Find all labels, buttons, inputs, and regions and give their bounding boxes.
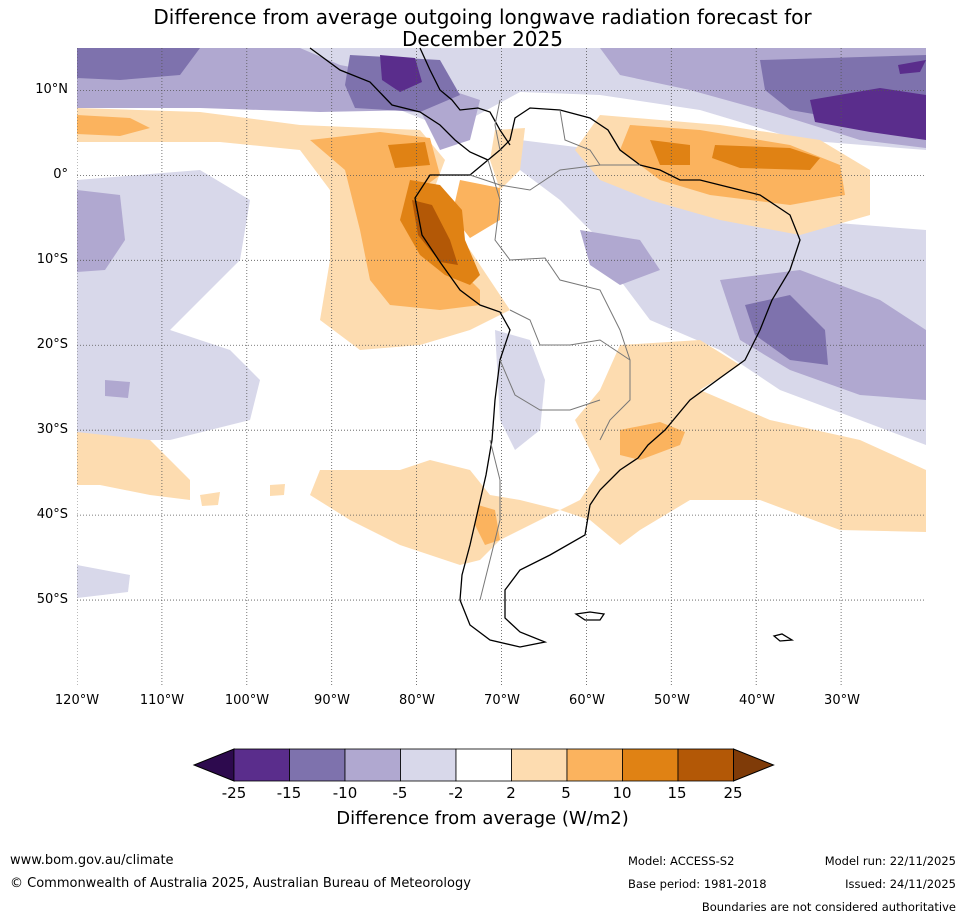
anomaly-region-mid-orange [452,180,500,238]
anomaly-region-deep-purple [810,88,926,140]
footer-disclaimer: Boundaries are not considered authoritat… [701,900,956,914]
country-border [494,99,501,151]
country-border [499,359,601,411]
colorbar-swatch [400,748,457,782]
colorbar-tick-label: -5 [392,784,408,802]
lon-label: 30°W [824,693,860,708]
anomaly-region-light-orange [310,340,926,565]
coastlines [309,47,801,648]
anomaly-region-mid-purple [77,190,125,272]
anomaly-region-dark-purple [745,295,828,365]
lon-label: 110°W [139,693,185,708]
country-border [469,164,640,191]
anomaly-region-mid-purple [105,380,130,398]
lon-label: 80°W [399,693,435,708]
anomaly-region-dark-orange [388,142,430,168]
country-border [559,109,601,166]
anomaly-region-light-orange [200,492,220,506]
lon-label: 50°W [654,693,690,708]
anomaly-region-dark-purple [77,48,200,80]
lat-label: 50°S [36,592,68,607]
anomaly-region-mid-orange [77,115,150,136]
lon-label: 60°W [569,693,605,708]
footer-model-run: Model run: 22/11/2025 [824,854,956,868]
anomaly-region-dark-orange [712,145,820,170]
footer-issued: Issued: 24/11/2025 [845,877,956,891]
lon-label: 40°W [739,693,775,708]
anomaly-field [77,48,926,685]
colorbar-swatch [511,748,568,782]
lat-label: 30°S [36,422,68,437]
lon-label: 90°W [314,693,350,708]
colorbar-swatch [233,748,290,782]
colorbar-swatch [344,748,401,782]
anomaly-region-light-purple [495,330,545,450]
footer-model: Model: ACCESS-S2 [628,854,735,868]
footer-url: www.bom.gov.au/climate [10,853,174,868]
anomaly-region-deep-purple [380,55,422,92]
central-america-coastline [309,47,489,161]
anomaly-region-light-orange [270,484,285,496]
colorbar-extend-min [192,748,235,782]
lat-label: 10°N [35,82,68,97]
graticule [77,48,926,685]
anomaly-region-deep-orange [412,200,458,265]
anomaly-region-mid-orange [475,505,500,545]
colorbar-swatch [622,748,679,782]
map-title-line2: December 2025 [402,27,563,51]
anomaly-region-mid-purple [580,230,660,285]
colorbar-tick-label: 2 [506,784,516,802]
lon-label: 120°W [54,693,100,708]
lat-label: 20°S [36,337,68,352]
colorbar-tick-label: 5 [561,784,571,802]
footer-copyright: © Commonwealth of Australia 2025, Austra… [10,876,471,891]
country-borders [469,99,640,601]
colorbar-tick-label: -2 [448,784,464,802]
colorbar-tick-label: 25 [723,784,743,802]
lon-label: 100°W [224,693,270,708]
map-title-line1: Difference from average outgoing longwav… [153,5,812,29]
central-america-coastline [419,47,511,146]
colorbar-tick-label: -15 [276,784,302,802]
south-america-coastline [414,107,801,648]
colorbar-swatch [677,748,734,782]
lat-label: 10°S [36,252,68,267]
colorbar-extend-max [733,748,775,782]
colorbar-tick-label: -25 [221,784,247,802]
anomaly-region-deep-purple [898,60,926,74]
lat-label: 40°S [36,507,68,522]
colorbar-label: Difference from average (W/m2) [336,808,629,829]
falkland-islands-coastline [574,611,606,621]
south-georgia-coastline [772,633,795,642]
lon-label: 70°W [484,693,520,708]
country-border [509,309,631,361]
colorbar-tick-label: 15 [667,784,687,802]
colorbar-swatch [289,748,346,782]
country-border [487,159,631,441]
anomaly-region-dark-orange [650,140,690,165]
lat-label: 0° [53,167,68,182]
colorbar-swatch [455,748,512,782]
colorbar-swatch [566,748,623,782]
colorbar [192,748,775,782]
colorbar-tick-label: 10 [612,784,632,802]
colorbar-tick-label: -10 [332,784,358,802]
anomaly-region-light-purple [77,565,130,598]
footer-base-period: Base period: 1981-2018 [628,877,767,891]
country-border [479,439,501,601]
